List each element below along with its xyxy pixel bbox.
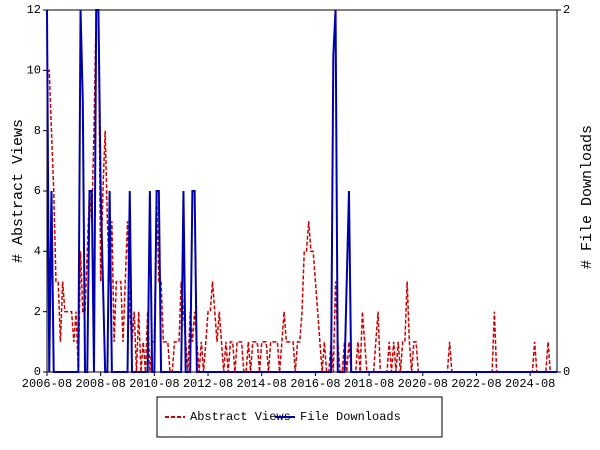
x-tick-label: 2008-08 — [75, 377, 125, 391]
y-axis-title: # Abstract Views — [10, 119, 27, 263]
x-tick-label: 2022-08 — [451, 377, 501, 391]
y2-axis-title: # File Downloads — [579, 125, 596, 269]
x-tick-label: 2018-08 — [344, 377, 394, 391]
x-tick-label: 2024-08 — [505, 377, 555, 391]
y-tick-label: 0 — [34, 365, 41, 379]
legend-label: Abstract Views — [190, 410, 291, 424]
legend-box — [156, 396, 443, 438]
x-tick-label: 2006-08 — [22, 377, 72, 391]
series-line — [47, 9, 557, 373]
y-tick-label: 2 — [34, 305, 41, 319]
y-tick-label: 10 — [27, 64, 41, 78]
series-line — [46, 9, 557, 373]
y-tick-label: 4 — [34, 245, 41, 259]
y-tick-label: 6 — [34, 184, 41, 198]
y2-tick-label: 0 — [563, 365, 570, 379]
x-tick-label: 2010-08 — [129, 377, 179, 391]
x-tick-label: 2014-08 — [237, 377, 287, 391]
x-tick-label: 2012-08 — [183, 377, 233, 391]
y-tick-label: 12 — [27, 3, 41, 17]
y-tick-label: 8 — [34, 124, 41, 138]
legend-label: File Downloads — [300, 410, 401, 424]
x-tick-label: 2020-08 — [398, 377, 448, 391]
x-tick-label: 2016-08 — [290, 377, 340, 391]
y2-tick-label: 2 — [563, 3, 570, 17]
